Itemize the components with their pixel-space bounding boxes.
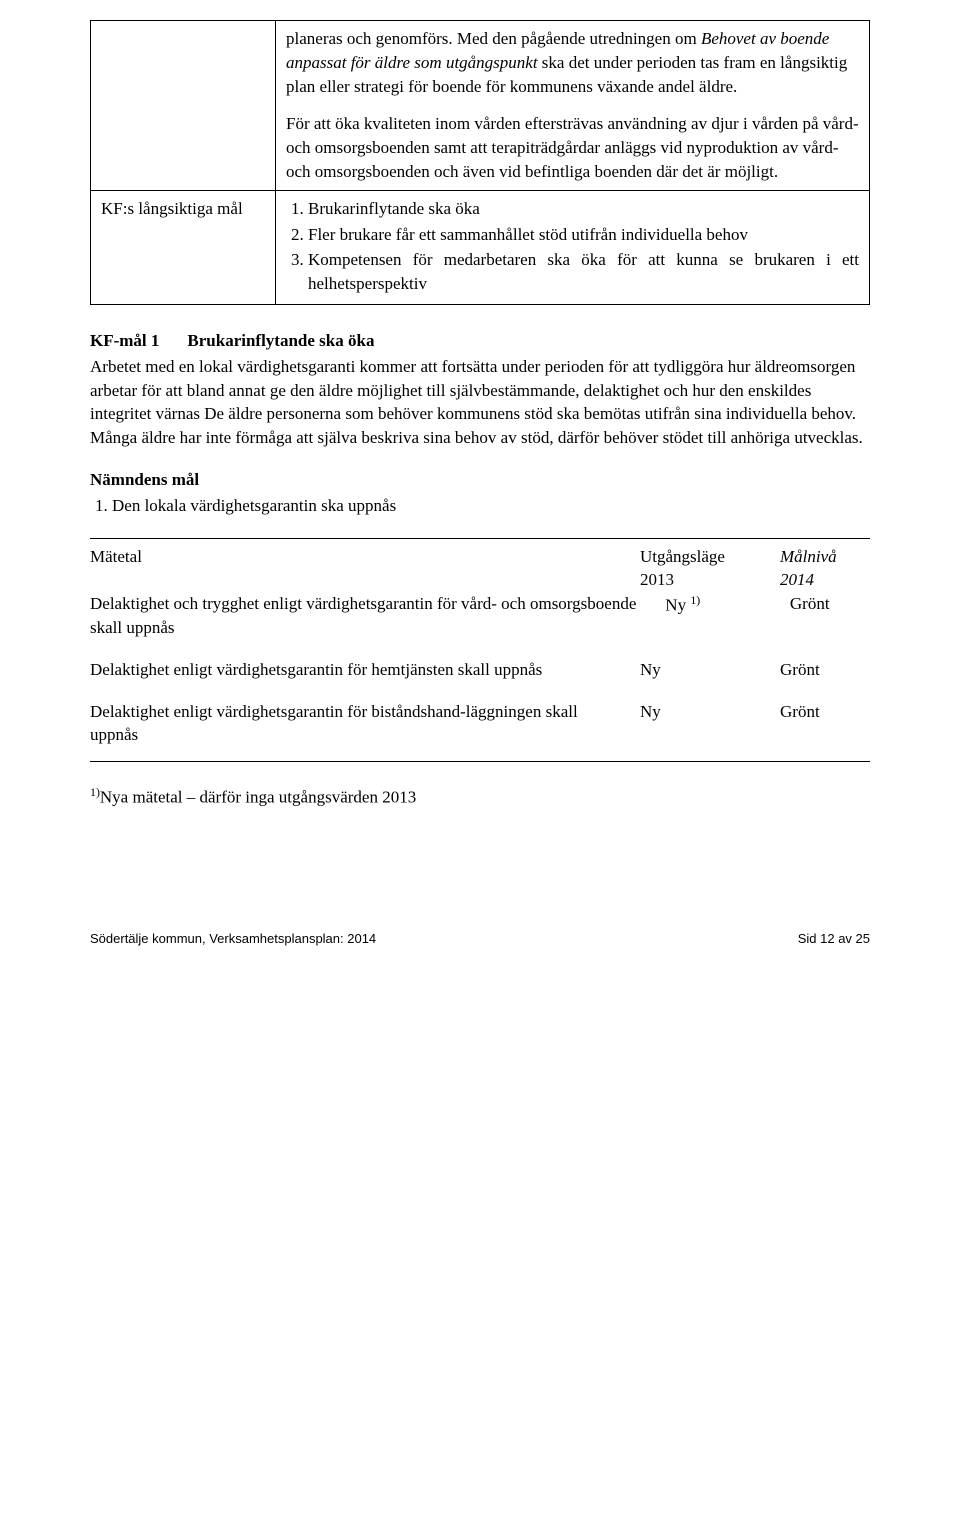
kf-mal-1-label: KF-mål 1 — [90, 329, 159, 353]
metrics-target: Grönt — [790, 592, 870, 640]
metrics-block: Mätetal Utgångsläge Målnivå 2013 2014 De… — [90, 538, 870, 763]
metrics-baseline: Ny — [640, 658, 780, 682]
table-row2-left: KF:s långsiktiga mål — [91, 190, 276, 304]
table-row2-right: Brukarinflytande ska ökaFler brukare får… — [276, 190, 870, 304]
goals-list: Brukarinflytande ska ökaFler brukare får… — [286, 197, 859, 296]
table-row1-right: planeras och genomförs. Med den pågående… — [276, 21, 870, 191]
row1-para2: För att öka kvaliteten inom vården efter… — [286, 112, 859, 183]
metrics-row: Delaktighet och trygghet enligt värdighe… — [90, 592, 870, 640]
namnd-item: Den lokala värdighetsgarantin ska uppnås — [112, 494, 870, 518]
metrics-header-malniva: Målnivå — [780, 545, 870, 569]
goal-item: Brukarinflytande ska öka — [308, 197, 859, 221]
kf-long-term-label: KF:s långsiktiga mål — [101, 199, 243, 218]
footnote-sup: 1) — [90, 785, 100, 799]
row1-para1-pre: planeras och genomförs. Med den pågående… — [286, 29, 701, 48]
metrics-target: Grönt — [780, 700, 870, 748]
kf-mal-1-body: Arbetet med en lokal värdighetsgaranti k… — [90, 355, 870, 450]
footnote-text: Nya mätetal – därför inga utgångsvärden … — [100, 788, 416, 807]
metrics-baseline: Ny 1) — [665, 592, 790, 640]
metrics-header-matetal: Mätetal — [90, 545, 640, 569]
metrics-header-row1: Mätetal Utgångsläge Målnivå — [90, 545, 870, 569]
metrics-baseline: Ny — [640, 700, 780, 748]
metrics-header-row2: 2013 2014 — [90, 568, 870, 592]
footnote: 1)Nya mätetal – därför inga utgångsvärde… — [90, 784, 870, 809]
metrics-row: Delaktighet enligt värdighetsgarantin fö… — [90, 658, 870, 682]
metrics-label: Delaktighet enligt värdighetsgarantin fö… — [90, 700, 640, 748]
namndens-mal-list: Den lokala värdighetsgarantin ska uppnås — [90, 494, 870, 518]
footer-left: Södertälje kommun, Verksamhetsplansplan:… — [90, 930, 376, 948]
kf-goals-table: planeras och genomförs. Med den pågående… — [90, 20, 870, 305]
metrics-sup: 1) — [690, 593, 700, 607]
metrics-target: Grönt — [780, 658, 870, 682]
goal-item: Kompetensen för medarbetaren ska öka för… — [308, 248, 859, 296]
metrics-header-utgangslage: Utgångsläge — [640, 545, 780, 569]
metrics-header-2014: 2014 — [780, 568, 870, 592]
goal-item: Fler brukare får ett sammanhållet stöd u… — [308, 223, 859, 247]
metrics-label: Delaktighet enligt värdighetsgarantin fö… — [90, 658, 640, 682]
row1-para1: planeras och genomförs. Med den pågående… — [286, 27, 859, 98]
kf-mal-1-heading: KF-mål 1 Brukarinflytande ska öka — [90, 329, 870, 353]
kf-mal-1-title: Brukarinflytande ska öka — [187, 329, 374, 353]
metrics-label: Delaktighet och trygghet enligt värdighe… — [90, 592, 665, 640]
footer-right: Sid 12 av 25 — [798, 930, 870, 948]
table-row1-left — [91, 21, 276, 191]
page-footer: Södertälje kommun, Verksamhetsplansplan:… — [90, 930, 870, 948]
namndens-mal-heading: Nämndens mål — [90, 468, 870, 492]
metrics-row: Delaktighet enligt värdighetsgarantin fö… — [90, 700, 870, 748]
metrics-header-2013: 2013 — [640, 568, 780, 592]
